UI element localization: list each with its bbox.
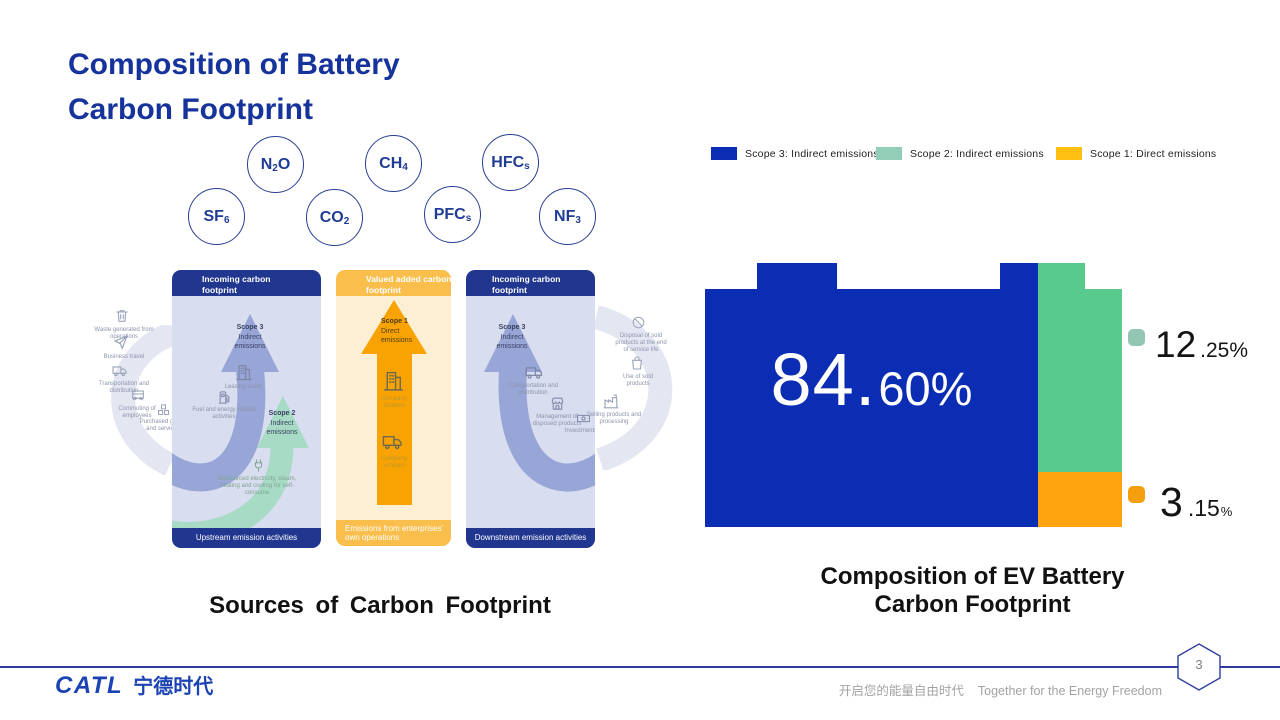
downstream-disposed-label: Management of disposed products xyxy=(532,414,582,427)
upstream-item-label: Purchased goods and services xyxy=(139,419,187,432)
upstream-item-label: Business travel xyxy=(103,354,145,360)
banknote-icon xyxy=(576,411,591,431)
upstream-item-label: Commuting of employees xyxy=(118,406,156,419)
panel-upstream: Incoming carbon footprint Scope 3 Indire… xyxy=(172,270,321,548)
ban-icon xyxy=(631,315,646,335)
legend-label-scope1: Scope 1: Direct emissions xyxy=(1090,147,1217,160)
panel-upstream-header: Incoming carbon footprint xyxy=(172,270,321,296)
brand-logo: CATL 宁德时代 xyxy=(55,670,213,700)
panel-upstream-body: Scope 3 Indirect emissions Leasing asset… xyxy=(172,296,321,528)
legend-item-scope2: Scope 2: Indirect emissions xyxy=(876,147,1044,160)
brand-logo-chinese: 宁德时代 xyxy=(133,676,214,698)
panel-downstream-footer: Downstream emission activities xyxy=(466,528,595,548)
own-facilities-label: Company facilities xyxy=(381,396,407,409)
scope2-callout-swatch xyxy=(1128,329,1145,346)
downstream-investments-label: Investments xyxy=(564,428,595,434)
own-vehicles-label: Company vehicles xyxy=(381,456,407,469)
brand-logo-catl: CATL xyxy=(55,672,124,699)
panel-own-body: Scope 1 Direct emissions Company facilit… xyxy=(336,296,451,520)
panel-downstream-body: Scope 3 Indirect emissions Transportatio… xyxy=(466,296,595,528)
battery-terminal-left xyxy=(757,263,837,290)
scope1-value: 3.15% xyxy=(1160,479,1233,525)
panel-downstream: Incoming carbon footprint Scope 3 Indire… xyxy=(466,270,595,548)
page-title: Composition of Battery Carbon Footprint xyxy=(68,42,400,132)
gas-bubble-hfcs: HFC s xyxy=(482,134,539,191)
upstream-fuel-label: Fuel and energy related activities xyxy=(192,407,256,420)
panel-own-footer: Emissions from enterprises' own operatio… xyxy=(336,520,451,546)
gas-bubble-co2: CO 2 xyxy=(306,189,363,246)
footer-tagline: 开启您的能量自由时代 Together for the Energy Freedo… xyxy=(838,684,1162,698)
shopping-bag-icon xyxy=(629,355,645,376)
page-number-hexagon xyxy=(1177,643,1221,691)
bus-icon xyxy=(130,388,146,409)
battery-scope1-segment xyxy=(1038,472,1122,527)
panel-downstream-header: Incoming carbon footprint xyxy=(466,270,595,296)
footer-divider-line xyxy=(0,666,1280,668)
battery-terminal-right-green xyxy=(1038,263,1085,290)
legend-label-scope2: Scope 2: Indirect emissions xyxy=(910,147,1044,160)
scope2-value: 12.25% xyxy=(1155,324,1249,365)
scope3-label: Scope 3 Indirect emissions xyxy=(496,324,528,350)
battery-scope2-segment xyxy=(1038,289,1122,472)
downstream-transport-label: Transportation and distribution xyxy=(507,383,559,396)
truck-icon xyxy=(382,430,405,458)
scope2-label: Scope 2 Indirect emissions xyxy=(266,410,298,436)
scope1-arrow-graphic xyxy=(361,300,427,505)
upstream-electricity-label: Outsourced electricity, steam, heating a… xyxy=(217,476,297,496)
left-swoosh-decoration xyxy=(111,325,177,475)
truck-icon xyxy=(112,362,129,384)
building-icon xyxy=(381,368,406,398)
battery-scope3-segment xyxy=(705,289,1038,527)
store-icon xyxy=(549,395,566,417)
fuel-pump-icon xyxy=(217,390,232,410)
scope1-label: Scope 1 Direct emissions xyxy=(381,318,413,344)
truck-icon xyxy=(525,362,545,387)
page-title-line1: Composition of Battery xyxy=(68,48,400,81)
scope1-callout-swatch xyxy=(1128,486,1145,503)
gas-bubble-pfcs: PFC s xyxy=(424,186,481,243)
legend-swatch-scope3 xyxy=(711,147,737,160)
scope3-label: Scope 3 Indirect emissions xyxy=(234,324,266,350)
page-title-line2: Carbon Footprint xyxy=(68,93,313,126)
battery-terminal-right-blue xyxy=(1000,263,1038,290)
upstream-item-label: Transportation and distribution xyxy=(98,381,150,394)
scope-arrows-graphic xyxy=(172,314,309,528)
plug-icon xyxy=(251,458,266,478)
gas-bubble-nf3: NF 3 xyxy=(539,188,596,245)
caption-sources: Sources of Carbon Footprint xyxy=(209,592,551,619)
downstream-item-label: Selling products and processing xyxy=(586,412,642,425)
downstream-item-label: Disposal of sold products at the end of … xyxy=(615,333,667,353)
panel-upstream-footer: Upstream emission activities xyxy=(172,528,321,548)
right-swoosh-decoration xyxy=(592,305,673,470)
gas-bubble-sf6: SF 6 xyxy=(188,188,245,245)
page-number: 3 xyxy=(1195,657,1203,672)
upstream-building-label: Leasing asset xyxy=(224,384,262,390)
downstream-item-label: Use of sold products xyxy=(622,374,653,387)
airplane-icon xyxy=(112,334,129,356)
panel-own-header: Valued added carbon footprint xyxy=(336,270,451,296)
legend-swatch-scope2 xyxy=(876,147,902,160)
legend-item-scope3: Scope 3: Indirect emissions xyxy=(711,147,879,160)
scope3-arrow-graphic xyxy=(484,314,595,492)
building-icon xyxy=(234,362,254,387)
boxes-icon xyxy=(156,402,171,422)
gas-bubble-ch4: CH 4 xyxy=(365,135,422,192)
caption-chart-title: Composition of EV Battery Carbon Footpri… xyxy=(820,563,1125,618)
trash-icon xyxy=(114,308,130,329)
scope3-value: 84. 60% xyxy=(770,338,973,421)
panel-own-operations: Valued added carbon footprint Scope 1 Di… xyxy=(336,270,451,546)
legend-swatch-scope1 xyxy=(1056,147,1082,160)
factory-icon xyxy=(602,392,620,415)
legend-label-scope3: Scope 3: Indirect emissions xyxy=(745,147,879,160)
legend-item-scope1: Scope 1: Direct emissions xyxy=(1056,147,1216,160)
